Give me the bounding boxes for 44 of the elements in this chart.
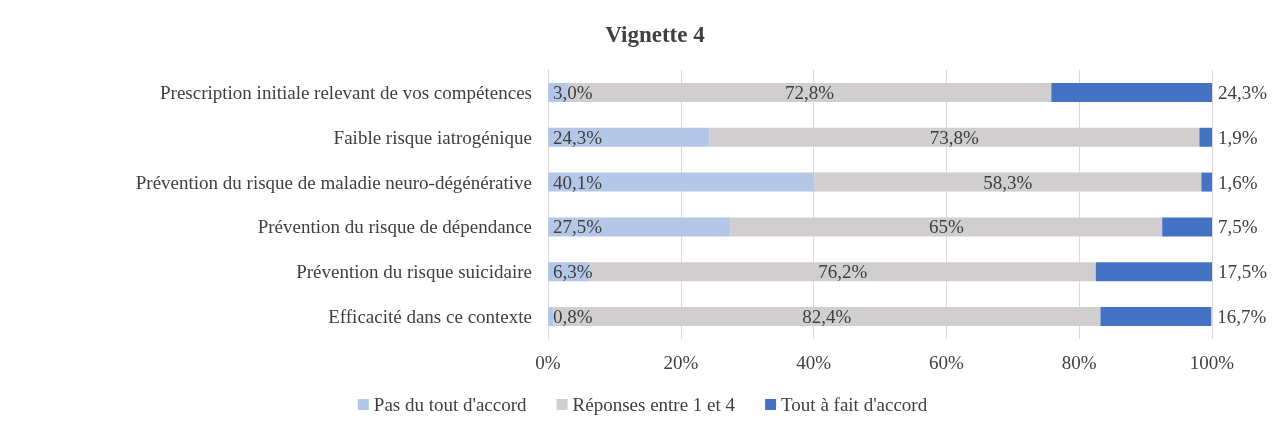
data-label: 3,0% [553,81,593,103]
data-label: 65% [928,216,964,238]
chart-title: Vignette 4 [605,22,706,47]
data-label: 76,2% [818,261,868,283]
x-tick-label: 80% [1061,352,1097,373]
data-label: 1,9% [1218,126,1258,148]
bar [548,127,710,147]
bar [1051,82,1212,102]
data-label: 58,3% [983,171,1033,193]
data-label: 1,6% [1218,171,1258,193]
y-tick-label: Faible risque iatrogénique [333,126,532,148]
bar [548,217,731,237]
data-label: 40,1% [553,171,603,193]
legend-label: Réponses entre 1 et 4 [572,394,736,415]
data-label: 16,7% [1217,306,1267,328]
bar [1199,127,1212,147]
y-tick-label: Prévention du risque suicidaire [296,261,532,283]
data-label: 7,5% [1218,216,1258,238]
bar [1201,172,1212,192]
bar [548,307,554,327]
y-tick-label: Prévention du risque de dépendance [257,216,532,238]
legend-label: Tout à fait d'accord [781,394,928,415]
y-tick-label: Efficacité dans ce contexte [328,306,532,328]
bar [1095,262,1212,282]
data-label: 24,3% [553,126,603,148]
x-tick-label: 60% [928,352,964,373]
data-label: 17,5% [1218,261,1268,283]
data-label: 72,8% [785,81,835,103]
bar [548,172,815,192]
legend-label: Pas du tout d'accord [373,394,528,415]
data-label: 73,8% [929,126,980,148]
data-label: 6,3% [553,261,593,283]
x-tick-label: 40% [796,352,832,373]
data-label: 0,8% [553,306,593,328]
bar [1100,307,1212,327]
data-label: 27,5% [553,216,603,238]
x-tick-label: 20% [663,352,699,373]
y-tick-label: Prescription initiale relevant de vos compétences [160,81,532,103]
x-tick-label: 100% [1189,352,1235,373]
y-tick-label: Prévention du risque de maladie neuro-dégénérative [135,171,532,193]
bar [1162,217,1212,237]
x-tick-label: 0% [535,352,561,373]
data-label: 82,4% [802,306,852,328]
data-label: 24,3% [1218,81,1268,103]
